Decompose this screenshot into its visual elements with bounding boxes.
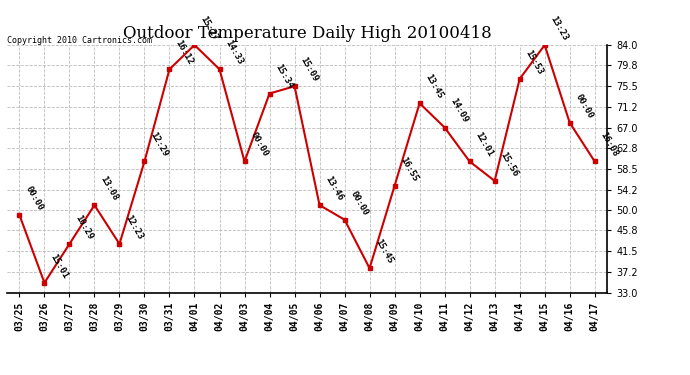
Text: 16:12: 16:12	[174, 39, 195, 66]
Text: 13:45: 13:45	[424, 73, 445, 100]
Text: 15:34: 15:34	[274, 63, 295, 91]
Text: 00:00: 00:00	[348, 189, 370, 217]
Text: 15:53: 15:53	[524, 48, 545, 76]
Title: Outdoor Temperature Daily High 20100418: Outdoor Temperature Daily High 20100418	[123, 25, 491, 42]
Text: 15:01: 15:01	[48, 252, 70, 280]
Text: 13:23: 13:23	[549, 15, 570, 42]
Text: 15:27: 15:27	[199, 15, 220, 42]
Text: 16:55: 16:55	[399, 155, 420, 183]
Text: 13:46: 13:46	[324, 175, 345, 202]
Text: Copyright 2010 Cartronics.com: Copyright 2010 Cartronics.com	[7, 36, 152, 45]
Text: 15:09: 15:09	[299, 56, 320, 84]
Text: 12:01: 12:01	[474, 131, 495, 159]
Text: 14:33: 14:33	[224, 39, 245, 66]
Text: 10:29: 10:29	[74, 213, 95, 241]
Text: 12:23: 12:23	[124, 213, 145, 241]
Text: 12:29: 12:29	[148, 131, 170, 159]
Text: 13:08: 13:08	[99, 175, 120, 202]
Text: 00:00: 00:00	[23, 184, 45, 212]
Text: 16:08: 16:08	[599, 131, 620, 159]
Text: 00:00: 00:00	[248, 131, 270, 159]
Text: 15:45: 15:45	[374, 238, 395, 266]
Text: 14:09: 14:09	[448, 97, 470, 125]
Text: 00:00: 00:00	[574, 92, 595, 120]
Text: 15:56: 15:56	[499, 150, 520, 178]
